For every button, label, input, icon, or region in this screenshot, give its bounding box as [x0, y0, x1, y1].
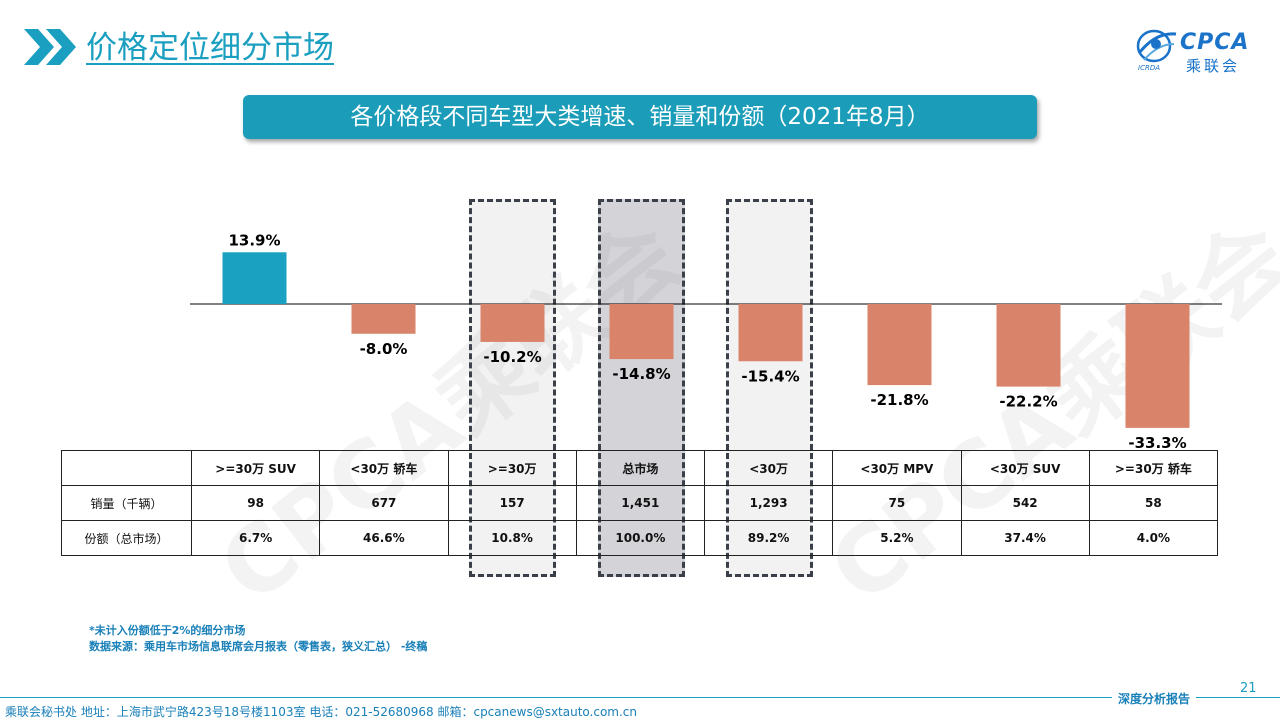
table-column-header: <30万 MPV — [832, 450, 962, 486]
footnote: *未计入份额低于2%的细分市场 数据来源：乘用车市场信息联席会月报表（零售表，狭… — [89, 623, 427, 655]
table-column-header: >=30万 — [447, 450, 577, 486]
table-cell: 677 — [319, 485, 449, 521]
footnote-source: 数据来源：乘用车市场信息联席会月报表（零售表，狭义汇总） -终稿 — [89, 640, 428, 653]
logo-text-en: CPCA — [1180, 30, 1250, 55]
table-cell: 1,293 — [703, 485, 834, 521]
data-label: -21.8% — [870, 391, 928, 409]
table-row-label: 销量（千辆） — [61, 485, 192, 521]
table-cell: 58 — [1088, 485, 1219, 521]
footer-report-label: 深度分析报告 — [1112, 690, 1197, 707]
sales-share-table: >=30万 SUV <30万 轿车 >=30万 总市场 <30万 <30万 MP… — [61, 450, 1219, 556]
table-column-header: 总市场 — [575, 450, 706, 486]
table-column-header: <30万 SUV — [960, 450, 1090, 486]
table-cell: 37.4% — [960, 520, 1090, 556]
table-row: 份额（总市场） 6.7% 46.6% 10.8% 100.0% 89.2% 5.… — [61, 520, 1219, 556]
table-row-label: 份额（总市场） — [61, 520, 192, 556]
chart-subtitle: 各价格段不同车型大类增速、销量和份额（2021年8月） — [243, 95, 1037, 139]
table-row: 销量（千辆） 98 677 157 1,451 1,293 75 542 58 — [61, 485, 1219, 521]
bar — [738, 304, 803, 362]
table-header-row: >=30万 SUV <30万 轿车 >=30万 总市场 <30万 <30万 MP… — [61, 450, 1219, 486]
table-cell: 4.0% — [1088, 520, 1219, 556]
bar — [996, 304, 1061, 387]
bar — [609, 304, 674, 360]
table-column-header: >=30万 SUV — [190, 450, 321, 486]
table-cell: 46.6% — [319, 520, 449, 556]
footer-divider — [0, 697, 1280, 698]
table-cell: 542 — [960, 485, 1090, 521]
page-number: 21 — [1240, 681, 1257, 696]
double-chevron-icon — [24, 29, 76, 65]
bar — [867, 304, 932, 386]
footer-contact: 乘联会秘书处 地址：上海市武宁路423号18号楼1103室 电话：021-526… — [5, 705, 638, 719]
table-column-header: >=30万 轿车 — [1088, 450, 1219, 486]
table-cell: 89.2% — [703, 520, 834, 556]
data-label: -33.3% — [1128, 434, 1186, 452]
cpca-logo: CPCA 乘联会 ICRDA — [1134, 22, 1264, 75]
table-cell: 6.7% — [190, 520, 321, 556]
table-corner-cell — [61, 450, 192, 486]
table-cell: 157 — [447, 485, 577, 521]
table-column-header: <30万 — [703, 450, 834, 486]
logo-text-sub: ICRDA — [1138, 64, 1160, 72]
bar — [222, 252, 287, 304]
table-column-header: <30万 轿车 — [319, 450, 449, 486]
globe-logo-icon — [1136, 29, 1177, 63]
logo-text-cn: 乘联会 — [1186, 57, 1241, 75]
table-cell: 10.8% — [447, 520, 577, 556]
page-title: 价格定位细分市场 — [86, 30, 334, 66]
table-cell: 5.2% — [832, 520, 962, 556]
bar — [351, 304, 416, 334]
data-label: -15.4% — [741, 367, 799, 385]
table-cell: 75 — [832, 485, 962, 521]
data-label: -14.8% — [612, 365, 670, 383]
data-label: -10.2% — [483, 348, 541, 366]
table-cell: 1,451 — [575, 485, 706, 521]
footnote-note: *未计入份额低于2%的细分市场 — [89, 624, 246, 637]
bar — [480, 304, 545, 342]
data-label: -8.0% — [360, 340, 408, 358]
data-label: -22.2% — [999, 393, 1057, 411]
table-cell: 98 — [190, 485, 321, 521]
data-label: 13.9% — [228, 231, 280, 249]
bar — [1125, 304, 1190, 428]
table-cell: 100.0% — [575, 520, 706, 556]
